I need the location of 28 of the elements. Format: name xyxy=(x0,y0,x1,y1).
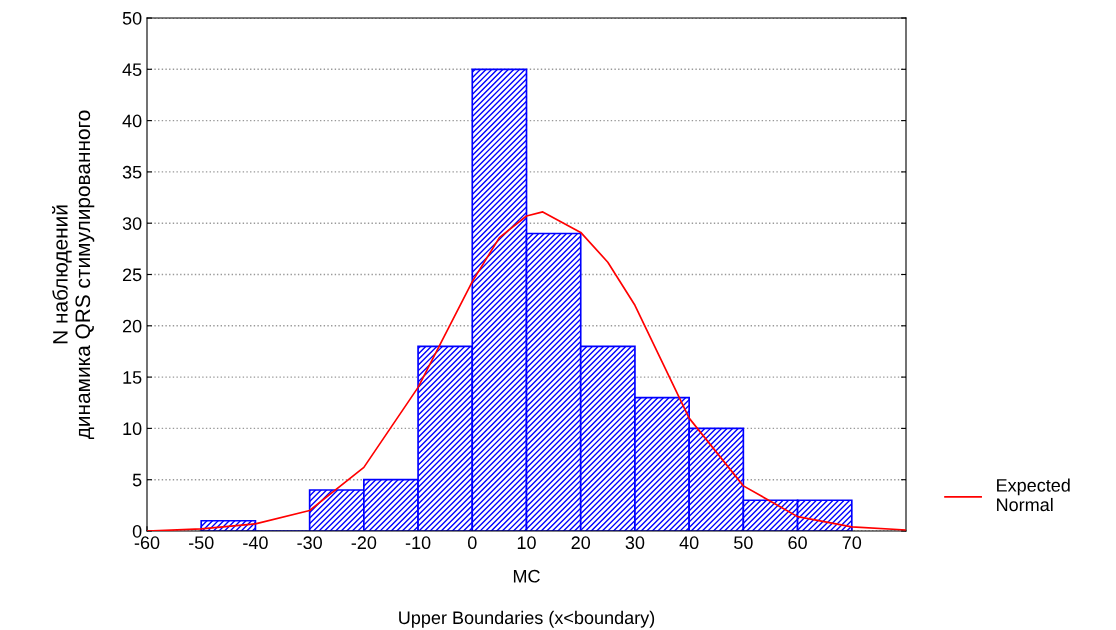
text: MC Upper Boundaries (x<boundary) xyxy=(399,569,655,628)
x-tick-label: -10 xyxy=(405,536,431,550)
x-tick-label: -40 xyxy=(243,536,268,550)
x-tick-label: -20 xyxy=(351,536,377,550)
x-tick-label: 10 xyxy=(517,536,536,550)
x-tick-label: -60 xyxy=(134,536,160,550)
y-tick-label: 45 xyxy=(122,63,142,77)
x-tick-label: 0 xyxy=(467,536,477,550)
y-tick-label: 15 xyxy=(123,371,142,384)
x-tick-label: -50 xyxy=(188,536,214,550)
y-tick-label: 50 xyxy=(122,11,142,25)
x-tick-label: 40 xyxy=(679,536,699,550)
y-tick-label: 10 xyxy=(123,422,142,436)
y-tick-label: 35 xyxy=(122,165,142,179)
y-tick-label: 5 xyxy=(132,473,142,487)
legend-label: Expected Normal xyxy=(997,478,1070,512)
y-tick-label: 30 xyxy=(122,217,142,230)
y-tick-label: 40 xyxy=(122,114,142,128)
x-tick-label: 30 xyxy=(625,536,645,550)
y-tick-label: 25 xyxy=(122,268,142,282)
y-tick-label: 0 xyxy=(132,524,142,538)
x-tick-label: 20 xyxy=(571,536,591,550)
x-tick-label: -30 xyxy=(297,536,322,550)
y-axis-title: N наблюдений динамика QRS стимулированного xyxy=(52,110,95,440)
x-tick-label: 60 xyxy=(788,536,807,550)
x-tick-label: 70 xyxy=(842,536,862,550)
y-tick-label: 20 xyxy=(122,319,142,333)
x-tick-label: 50 xyxy=(734,536,753,550)
